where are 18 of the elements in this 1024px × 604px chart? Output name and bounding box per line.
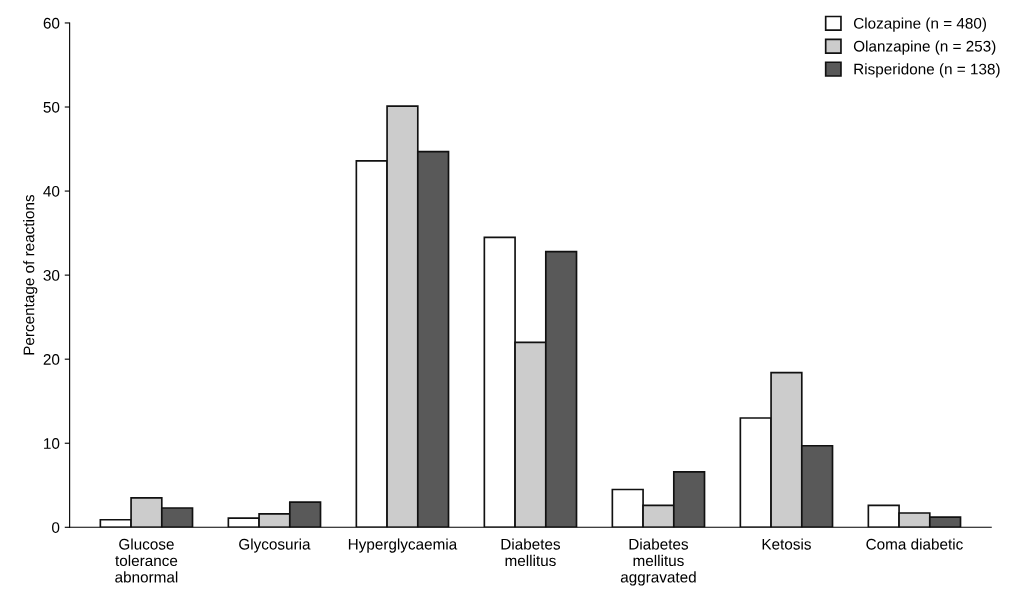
x-tick-label: Hyperglycaemia (348, 538, 458, 553)
x-tick-label: Coma diabetic (866, 538, 963, 550)
y-tick-label: 20 (43, 354, 60, 365)
y-tick-label: 50 (43, 101, 60, 113)
y-tick-label: 0 (52, 522, 60, 533)
y-tick-label: 30 (43, 269, 60, 281)
legend-label: Clozapine (n = 480) (853, 17, 986, 32)
y-tick-label: 10 (44, 438, 60, 449)
x-tick-label: Diabetes mellitus (501, 538, 561, 567)
y-tick-label: 40 (43, 185, 60, 197)
y-tick-label: 60 (43, 17, 60, 29)
legend-label: Risperidone (n = 138) (854, 63, 1000, 78)
x-tick-label: Diabetes mellitus aggravated (620, 538, 696, 586)
legend-label: Olanzapine (n = 253) (853, 40, 996, 55)
x-tick-label: Glycosuria (239, 538, 311, 553)
x-tick-label: Glucose tolerance abnormal (115, 538, 178, 583)
y-axis-title: Percentage of reactions (23, 194, 38, 355)
x-tick-label: Ketosis (762, 538, 811, 550)
